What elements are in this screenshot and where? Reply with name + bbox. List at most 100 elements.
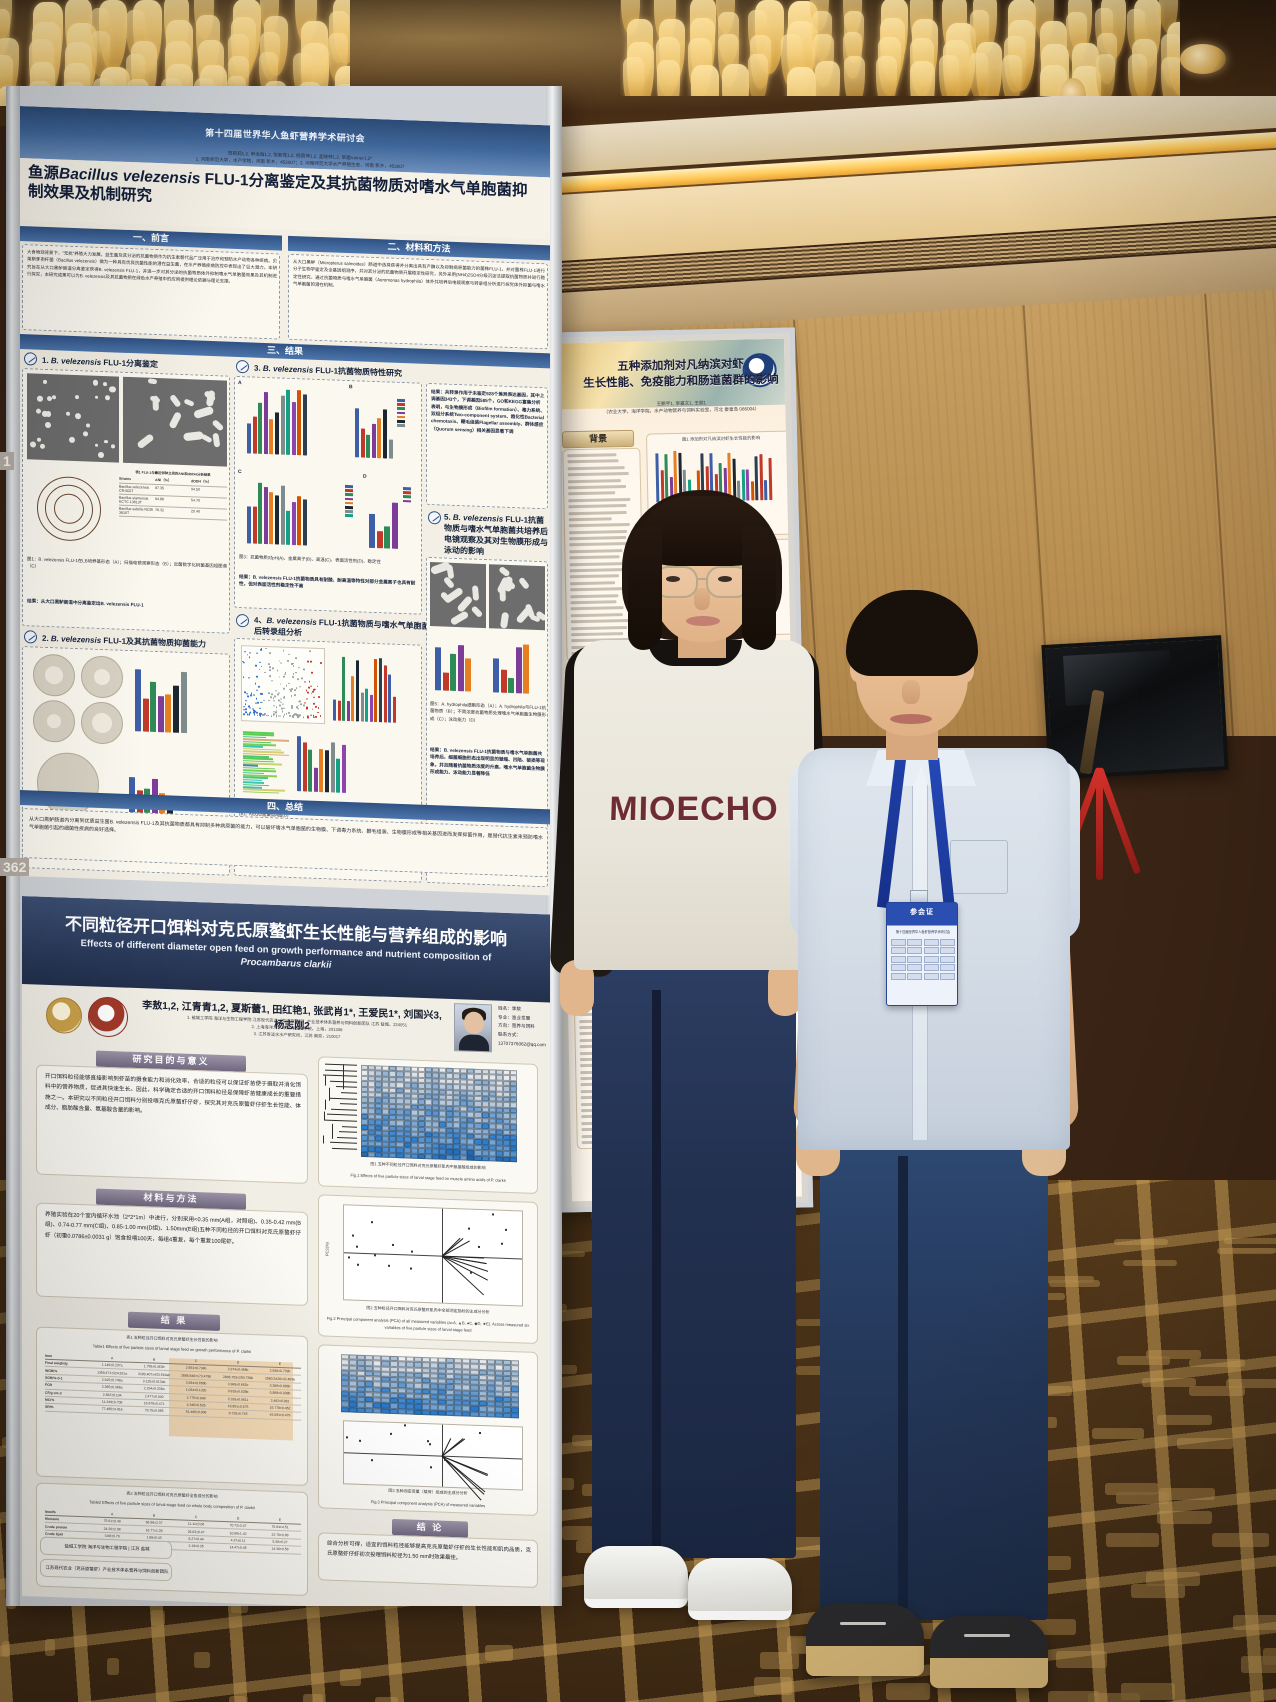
legend-swatch <box>345 497 353 501</box>
pca-score-point <box>505 1229 508 1232</box>
table-cell: 2.19±0.35 <box>188 1544 204 1549</box>
conference-badge: 参会证 第十四届世界华人鱼虾营养学术研讨会 <box>886 902 958 1006</box>
volcano-point <box>311 671 313 674</box>
carpet-motif <box>1225 1379 1276 1389</box>
poster-b-methods-box: 养殖实验在20个室内循环水池（2*2*1m）中进行，分别采用<0.35 mm(A… <box>36 1202 308 1306</box>
heatmap-cell <box>431 1153 439 1160</box>
volcano-point <box>281 710 284 712</box>
volcano-point <box>315 716 317 718</box>
volcano-point <box>243 708 245 711</box>
pca-score-point <box>387 1265 390 1268</box>
chart-bar <box>351 676 355 722</box>
chandelier-crystal <box>722 63 749 96</box>
poster-b: 不同粒径开口饵料对克氏原螯虾生长性能与营养组成的影响 Effects of di… <box>22 896 550 1606</box>
subpanel-label-a: A <box>238 379 242 387</box>
dendro-link <box>343 1064 345 1089</box>
table-cell: FCR <box>45 1383 52 1388</box>
text-line <box>567 453 617 458</box>
chart-bar <box>465 658 472 692</box>
dendro-link <box>325 1075 327 1086</box>
bacterial-colony <box>30 441 36 448</box>
poster-b-methods-text: 养殖实验在20个室内循环水池（2*2*1m）中进行，分别采用<0.35 mm(A… <box>45 1211 301 1246</box>
volcano-point <box>290 689 292 692</box>
volcano-point <box>249 707 251 709</box>
bacterial-colony <box>104 439 109 444</box>
badge-schedule-cell <box>940 955 955 963</box>
pen-icon <box>236 359 249 374</box>
table-header-cell: dDDH（%） <box>191 479 212 485</box>
volcano-point <box>274 711 277 714</box>
chandelier-crystal <box>748 54 768 96</box>
carpet-motif <box>193 1651 210 1669</box>
carpet-motif <box>1241 1656 1276 1673</box>
table-cell: 3.125±0.613ab <box>142 1379 166 1384</box>
person-left-shoe-left <box>584 1546 688 1608</box>
chandelier-crystal <box>656 59 681 96</box>
person-left-jeans <box>592 958 796 1558</box>
person-left-sweatshirt <box>574 640 814 970</box>
chart-bar <box>382 408 387 459</box>
table-cell: 2.553±0.734b <box>185 1365 207 1371</box>
volcano-point <box>258 668 261 671</box>
shirt-pocket <box>950 840 1008 894</box>
volcano-point <box>244 703 247 706</box>
badge-schedule-cell <box>907 964 923 972</box>
volcano-point <box>294 689 296 691</box>
bacterial-cell <box>193 406 215 420</box>
heatmap-cell <box>349 1407 358 1413</box>
dendro-branch <box>329 1142 357 1144</box>
heatmap-cell <box>357 1407 366 1413</box>
chandelier-crystal <box>844 55 865 96</box>
person-right-hair <box>846 590 978 676</box>
volcano-point <box>282 649 285 652</box>
volcano-point <box>309 714 312 716</box>
bacterial-cell <box>200 433 213 444</box>
poster-a-table1: 表1 FLU-1与最近邻种之间的ANI和dDDH分析结果 Strains ANI（%… <box>119 469 227 521</box>
heatmap-cell <box>453 1154 461 1161</box>
heatmap-cell <box>389 1152 397 1159</box>
volcano-point <box>297 707 299 710</box>
table-cell: 9.720±0.745 <box>228 1411 248 1417</box>
dendro-branch <box>332 1147 357 1150</box>
table-cell: 11.11±0.06 <box>187 1521 205 1527</box>
volcano-point <box>267 714 269 717</box>
table-cell: 2.365±0.366a <box>101 1385 123 1390</box>
chart-bar <box>523 644 530 694</box>
carpet-motif <box>44 1639 55 1656</box>
author-portrait <box>454 1003 492 1053</box>
volcano-point <box>288 682 290 685</box>
agar-plate-1 <box>33 653 75 698</box>
volcano-point <box>290 662 293 665</box>
legend-swatch <box>345 493 353 497</box>
chart-bar <box>291 401 296 456</box>
text-line <box>567 478 621 483</box>
person-right-nose <box>902 680 920 704</box>
volcano-point <box>316 685 319 688</box>
badge-schedule-cell <box>907 939 923 946</box>
chart-bar <box>333 699 336 721</box>
volcano-point <box>279 704 281 707</box>
poster-board-left[interactable]: 第十四届世界华人鱼虾营养学术研讨会 鱼源Bacillus velezensis … <box>6 86 562 1606</box>
dendro-branch <box>324 1119 357 1122</box>
dendro-link <box>323 1135 325 1144</box>
carpet-motif <box>1223 1238 1276 1244</box>
secondary-heatmap <box>341 1354 519 1419</box>
poster-a-fig3-chart-a <box>247 387 307 456</box>
chandelier-crystal <box>815 60 840 96</box>
volcano-point <box>308 680 311 683</box>
volcano-point <box>260 665 263 668</box>
heatmap-cell <box>421 1409 430 1416</box>
chandelier-crystal <box>622 56 645 96</box>
chart-bar <box>252 506 257 544</box>
bacterial-colony <box>105 394 110 400</box>
pen-icon <box>428 510 441 525</box>
volcano-point <box>292 665 295 668</box>
portrait-body <box>459 1034 489 1052</box>
table-cell: 2668.846±173.479b <box>181 1373 212 1379</box>
chart-bar <box>330 742 335 793</box>
person-left-shoe-right <box>688 1558 792 1620</box>
dendro-link <box>328 1087 330 1101</box>
poster-b-table1-box: 表1 五种粒径开口饵料对克氏原螯虾生长性能的影响 Table1 Effects … <box>36 1326 308 1486</box>
chandelier-crystal <box>938 54 959 96</box>
